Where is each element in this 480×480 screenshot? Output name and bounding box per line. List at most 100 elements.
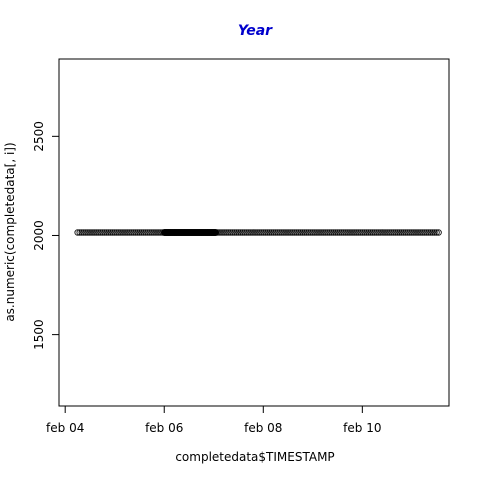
data-point: [307, 229, 314, 236]
data-point: [319, 229, 327, 236]
data-point: [377, 229, 385, 236]
data-point: [247, 229, 255, 236]
data-point: [303, 229, 310, 236]
data-point: [336, 229, 343, 236]
data-point: [78, 229, 85, 236]
data-point: [330, 229, 337, 236]
data-point: [352, 229, 360, 236]
data-point: [84, 229, 92, 236]
x-axis: feb 04 feb 06 feb 08 feb 10: [46, 405, 381, 435]
data-point: [315, 229, 323, 236]
data-point: [361, 229, 368, 236]
y-tick-label: 2500: [32, 121, 46, 152]
data-point: [229, 229, 236, 236]
y-axis-label: as.numeric(completedata[, i]): [3, 142, 17, 321]
data-point: [398, 229, 405, 236]
x-tick-label: feb 08: [244, 421, 282, 435]
data-point: [427, 229, 434, 236]
data-point: [241, 229, 248, 236]
data-point: [305, 229, 312, 236]
data-point: [369, 229, 376, 236]
y-tick-label: 2000: [32, 220, 46, 251]
data-point: [144, 229, 151, 236]
data-point: [406, 229, 413, 236]
data-point: [132, 229, 139, 236]
data-point: [408, 229, 416, 236]
data-point: [136, 229, 143, 236]
data-point: [301, 229, 308, 236]
x-axis-label: completedata$TIMESTAMP: [175, 450, 334, 464]
data-point: [278, 229, 286, 236]
data-point: [142, 229, 149, 236]
data-point: [293, 229, 300, 236]
data-point: [119, 229, 127, 236]
data-point: [97, 229, 104, 236]
data-point: [243, 229, 250, 236]
data-point: [412, 229, 420, 236]
data-point: [150, 229, 158, 236]
data-point: [125, 229, 133, 236]
data-point: [74, 229, 81, 236]
data-point: [76, 229, 83, 236]
data-point: [373, 229, 380, 236]
data-point: [379, 229, 387, 236]
data-point: [418, 229, 426, 236]
data-point: [233, 229, 240, 236]
data-point: [348, 229, 356, 236]
data-point: [328, 229, 335, 236]
data-point: [286, 229, 294, 236]
data-point: [266, 229, 273, 236]
data-point: [276, 229, 283, 236]
data-point: [105, 229, 112, 236]
data-point: [357, 229, 364, 236]
data-point: [326, 229, 333, 236]
data-point: [394, 229, 401, 236]
data-point: [260, 229, 267, 236]
data-point: [383, 229, 391, 236]
data-point: [396, 229, 403, 236]
data-point: [425, 229, 432, 236]
data-point: [138, 229, 145, 236]
data-point: [297, 229, 304, 236]
data-point: [86, 229, 94, 236]
data-point: [251, 229, 259, 236]
data-point: [148, 229, 156, 236]
data-point: [350, 229, 358, 236]
data-point: [258, 229, 265, 236]
data-point: [101, 229, 108, 236]
data-point: [317, 229, 325, 236]
data-point: [88, 229, 96, 236]
data-point: [324, 229, 331, 236]
data-point: [218, 229, 226, 236]
data-point: [400, 229, 407, 236]
data-point: [237, 229, 244, 236]
data-point: [249, 229, 257, 236]
y-tick-label: 1500: [32, 319, 46, 350]
data-point: [212, 229, 220, 236]
data-point: [92, 229, 100, 236]
data-point: [264, 229, 271, 236]
data-point: [291, 229, 298, 236]
x-tick-label: feb 04: [46, 421, 84, 435]
data-point: [367, 229, 374, 236]
data-point: [359, 229, 366, 236]
data-point: [414, 229, 422, 236]
data-point: [402, 229, 409, 236]
data-point: [340, 229, 347, 236]
data-point: [416, 229, 424, 236]
data-point: [107, 229, 114, 236]
data-point: [239, 229, 246, 236]
chart-title: Year: [238, 23, 273, 39]
data-point: [338, 229, 345, 236]
data-point: [363, 229, 370, 236]
data-point: [262, 229, 269, 236]
x-tick-label: feb 06: [145, 421, 183, 435]
data-point: [404, 229, 411, 236]
data-point: [99, 229, 106, 236]
data-point: [146, 229, 153, 236]
data-point: [227, 229, 234, 236]
data-point: [423, 229, 430, 236]
data-point: [154, 229, 162, 236]
data-point: [280, 229, 288, 236]
